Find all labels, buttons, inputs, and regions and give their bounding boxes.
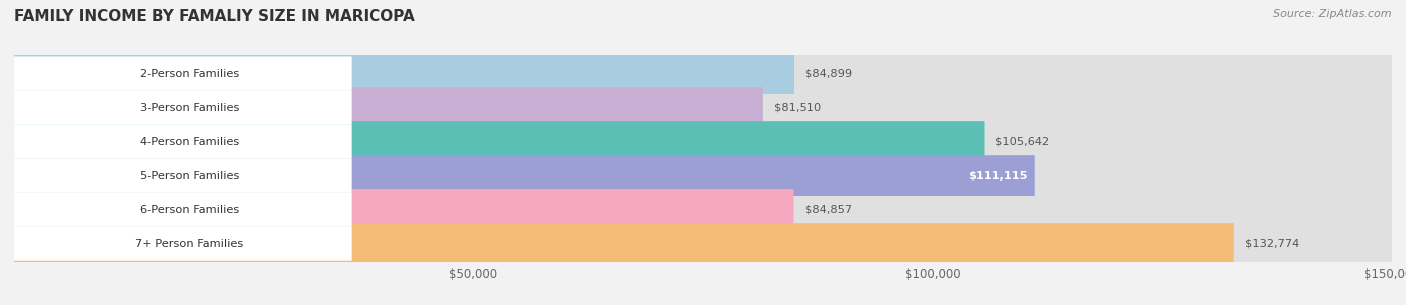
Text: 3-Person Families: 3-Person Families [141, 102, 239, 113]
Text: 7+ Person Families: 7+ Person Families [135, 239, 243, 249]
Text: $84,899: $84,899 [806, 69, 852, 79]
FancyBboxPatch shape [14, 223, 1233, 264]
Text: $105,642: $105,642 [995, 137, 1050, 147]
Text: FAMILY INCOME BY FAMALIY SIZE IN MARICOPA: FAMILY INCOME BY FAMALIY SIZE IN MARICOP… [14, 9, 415, 24]
FancyBboxPatch shape [14, 189, 1392, 230]
Text: 5-Person Families: 5-Person Families [141, 170, 239, 181]
FancyBboxPatch shape [14, 189, 793, 230]
FancyBboxPatch shape [14, 155, 1392, 196]
FancyBboxPatch shape [14, 87, 1392, 128]
FancyBboxPatch shape [14, 192, 352, 227]
Text: $81,510: $81,510 [773, 102, 821, 113]
FancyBboxPatch shape [14, 159, 352, 193]
Text: Source: ZipAtlas.com: Source: ZipAtlas.com [1274, 9, 1392, 19]
FancyBboxPatch shape [14, 121, 984, 162]
FancyBboxPatch shape [14, 124, 352, 159]
FancyBboxPatch shape [14, 53, 794, 94]
FancyBboxPatch shape [14, 155, 1035, 196]
FancyBboxPatch shape [14, 87, 763, 128]
Text: 4-Person Families: 4-Person Families [141, 137, 239, 147]
FancyBboxPatch shape [14, 53, 1392, 94]
Text: $111,115: $111,115 [969, 170, 1028, 181]
FancyBboxPatch shape [14, 227, 352, 261]
FancyBboxPatch shape [14, 91, 352, 125]
Text: 6-Person Families: 6-Person Families [141, 205, 239, 215]
FancyBboxPatch shape [14, 56, 352, 91]
Text: 2-Person Families: 2-Person Families [141, 69, 239, 79]
Text: $132,774: $132,774 [1244, 239, 1299, 249]
FancyBboxPatch shape [14, 121, 1392, 162]
Text: $84,857: $84,857 [804, 205, 852, 215]
FancyBboxPatch shape [14, 223, 1392, 264]
